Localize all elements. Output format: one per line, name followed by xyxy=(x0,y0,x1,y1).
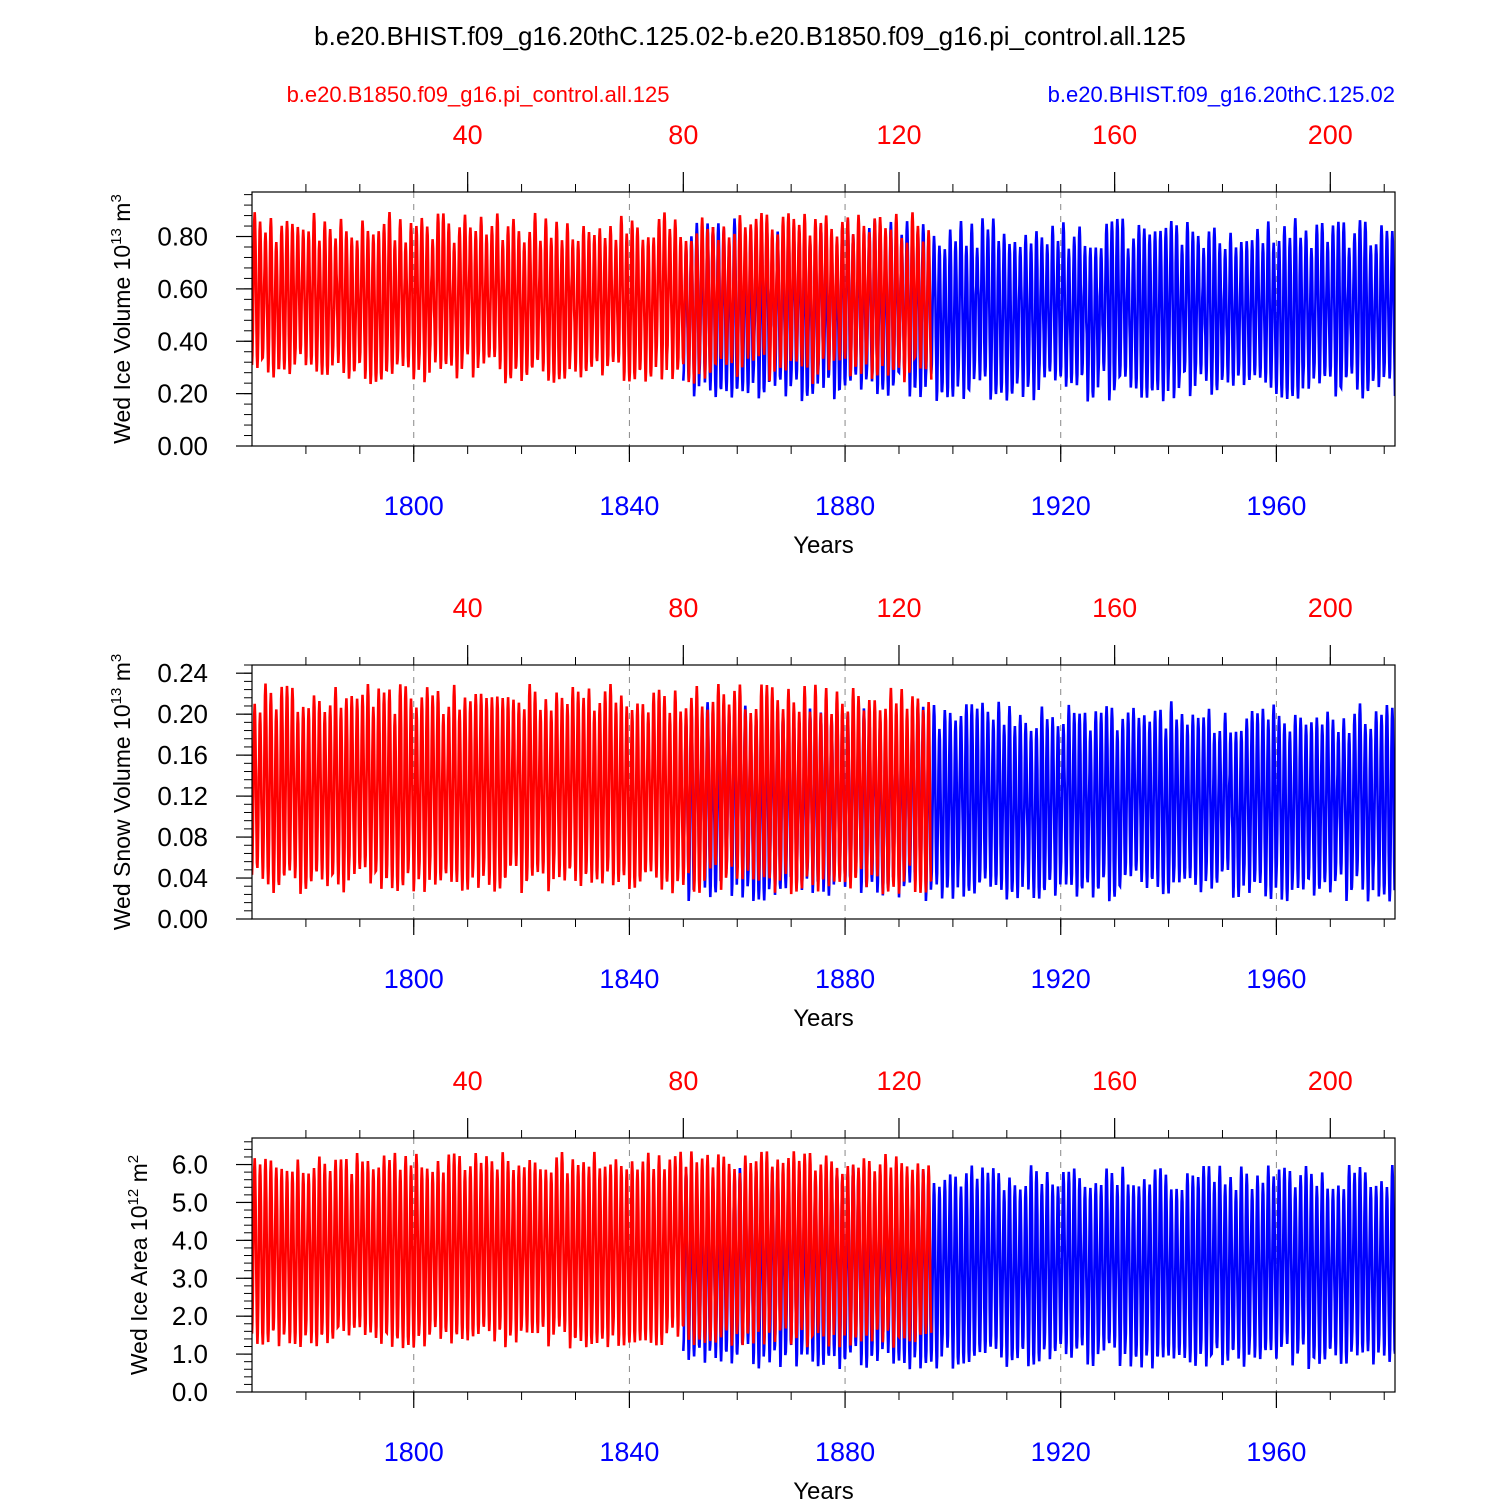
panel-2: 0.00 0.04 0.08 0.12 0.16 0.20 0.24 1800 1840 1880… xyxy=(108,593,1396,1032)
xtick-label-top: 200 xyxy=(1308,593,1353,623)
xtick-label-bottom: 1880 xyxy=(815,964,875,994)
xtick-label-bottom: 1840 xyxy=(599,1437,659,1467)
ytick-label: 0.16 xyxy=(157,740,208,770)
xtick-label-top: 40 xyxy=(453,1066,483,1096)
ytick-label: 3.0 xyxy=(172,1263,208,1293)
xtick-label-top: 80 xyxy=(668,120,698,150)
chart-title: b.e20.BHIST.f09_g16.20thC.125.02-b.e20.B… xyxy=(314,21,1186,51)
ytick-label: 0.20 xyxy=(157,379,208,409)
plot-frame xyxy=(251,664,1396,920)
xtick-label-top: 160 xyxy=(1092,1066,1137,1096)
ytick-label: 0.40 xyxy=(157,326,208,356)
ytick-label: 0.80 xyxy=(157,222,208,252)
y-axis-label: Wed Ice Volume 1013 m3 xyxy=(108,194,135,444)
xtick-label-top: 120 xyxy=(876,593,921,623)
plot-frame xyxy=(251,191,1396,447)
panel-1: 0.00 0.20 0.40 0.60 0.80 1800 1840 1880 1920 1960… xyxy=(108,120,1396,559)
ytick-label: 0.12 xyxy=(157,781,208,811)
xtick-label-top: 160 xyxy=(1092,120,1137,150)
xtick-label-bottom: 1800 xyxy=(384,964,444,994)
plot-frame xyxy=(251,1137,1396,1393)
xtick-label-top: 120 xyxy=(876,1066,921,1096)
ytick-label: 0.60 xyxy=(157,274,208,304)
series-line-control xyxy=(252,683,933,895)
xtick-label-top: 40 xyxy=(453,593,483,623)
xtick-label-bottom: 1920 xyxy=(1031,964,1091,994)
y-axis-label: Wed Ice Area 1012 m2 xyxy=(125,1155,152,1375)
xtick-label-top: 80 xyxy=(668,593,698,623)
ytick-label: 0.0 xyxy=(172,1377,208,1407)
x-axis-label: Years xyxy=(793,1005,854,1032)
xtick-label-bottom: 1840 xyxy=(599,964,659,994)
ytick-label: 0.00 xyxy=(157,904,208,934)
xtick-label-top: 200 xyxy=(1308,1066,1353,1096)
xtick-label-top: 40 xyxy=(453,120,483,150)
ytick-label: 4.0 xyxy=(172,1225,208,1255)
xtick-label-bottom: 1960 xyxy=(1246,964,1306,994)
ytick-label: 0.24 xyxy=(157,658,208,688)
xtick-label-bottom: 1800 xyxy=(384,491,444,521)
ytick-label: 0.04 xyxy=(157,863,208,893)
x-axis-label: Years xyxy=(793,1478,854,1500)
xtick-label-bottom: 1960 xyxy=(1246,1437,1306,1467)
ytick-label: 6.0 xyxy=(172,1150,208,1180)
series-line-control xyxy=(252,1151,933,1349)
ytick-label: 0.00 xyxy=(157,431,208,461)
xtick-label-bottom: 1960 xyxy=(1246,491,1306,521)
xtick-label-bottom: 1880 xyxy=(815,491,875,521)
xtick-label-bottom: 1840 xyxy=(599,491,659,521)
xtick-label-top: 80 xyxy=(668,1066,698,1096)
series-line-control xyxy=(252,212,933,385)
xtick-label-top: 160 xyxy=(1092,593,1137,623)
ytick-label: 5.0 xyxy=(172,1187,208,1217)
ytick-label: 1.0 xyxy=(172,1339,208,1369)
xtick-label-top: 200 xyxy=(1308,120,1353,150)
series-line-hist xyxy=(682,1164,1395,1370)
legend-control-label: b.e20.B1850.f09_g16.pi_control.all.125 xyxy=(287,82,670,107)
ytick-label: 0.08 xyxy=(157,822,208,852)
y-axis-label: Wed Snow Volume 1013 m3 xyxy=(108,654,135,930)
xtick-label-bottom: 1920 xyxy=(1031,1437,1091,1467)
ytick-label: 2.0 xyxy=(172,1301,208,1331)
series-line-hist xyxy=(682,701,1395,902)
x-axis-label: Years xyxy=(793,532,854,559)
xtick-label-top: 120 xyxy=(876,120,921,150)
ytick-label: 0.20 xyxy=(157,699,208,729)
series-line-hist xyxy=(682,218,1395,402)
xtick-label-bottom: 1920 xyxy=(1031,491,1091,521)
xtick-label-bottom: 1800 xyxy=(384,1437,444,1467)
legend-hist-label: b.e20.BHIST.f09_g16.20thC.125.02 xyxy=(1048,82,1395,107)
panel-3: 0.0 1.0 2.0 3.0 4.0 5.0 6.0 1800 1840 1880 1920 196… xyxy=(125,1066,1396,1505)
xtick-label-bottom: 1880 xyxy=(815,1437,875,1467)
